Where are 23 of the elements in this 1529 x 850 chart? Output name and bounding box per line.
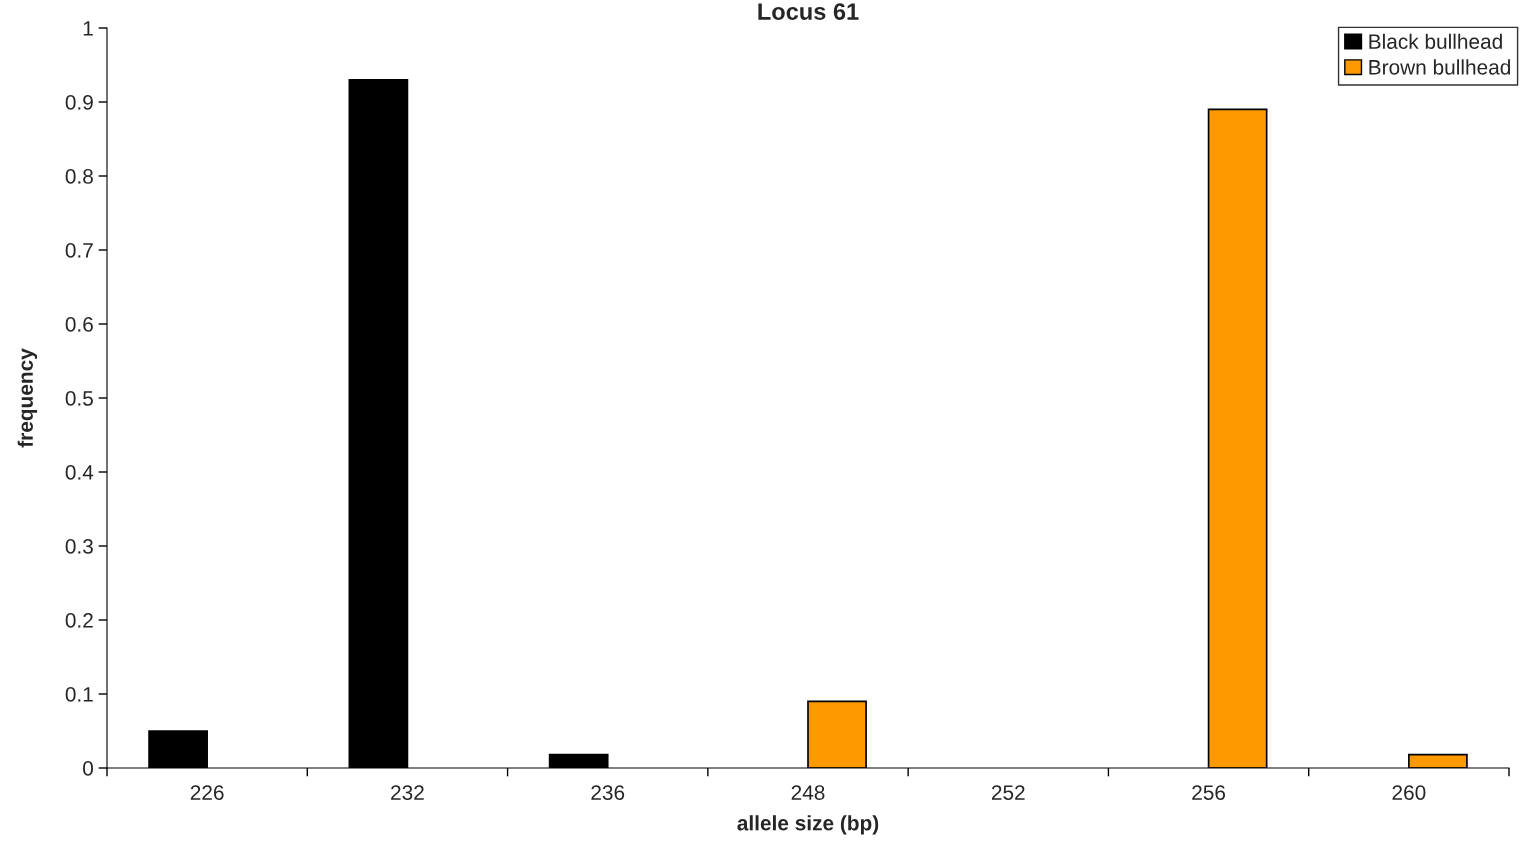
y-tick-label: 0.8 <box>65 169 93 184</box>
y-tick-label: 0.9 <box>65 95 93 110</box>
y-tick-label: 0.1 <box>65 687 93 702</box>
x-tick-label: 236 <box>591 785 625 800</box>
chart-title: Locus 61 <box>758 3 859 20</box>
x-tick-label: 248 <box>791 785 825 800</box>
x-axis-title: allele size (bp) <box>737 815 879 835</box>
x-tick-label: 260 <box>1392 785 1426 800</box>
legend-label: Black bullhead <box>1369 33 1502 49</box>
y-tick-label: 0.7 <box>65 243 93 258</box>
y-tick-label: 0.4 <box>65 465 94 480</box>
y-tick-label: 0.6 <box>65 317 93 332</box>
legend-label: Brown bullhead <box>1369 59 1510 75</box>
x-tick-label: 256 <box>1192 785 1226 800</box>
x-tick-label: 226 <box>190 785 224 800</box>
x-tick-label: 232 <box>391 785 424 800</box>
y-tick-label: 0.2 <box>65 613 93 628</box>
x-tick-label: 252 <box>991 785 1025 800</box>
y-tick-label: 1 <box>83 21 93 36</box>
y-tick-label: 0.3 <box>65 539 93 554</box>
y-tick-label: 0 <box>83 761 93 776</box>
y-axis-title: frequency <box>17 348 38 448</box>
y-tick-label: 0.5 <box>65 391 93 406</box>
